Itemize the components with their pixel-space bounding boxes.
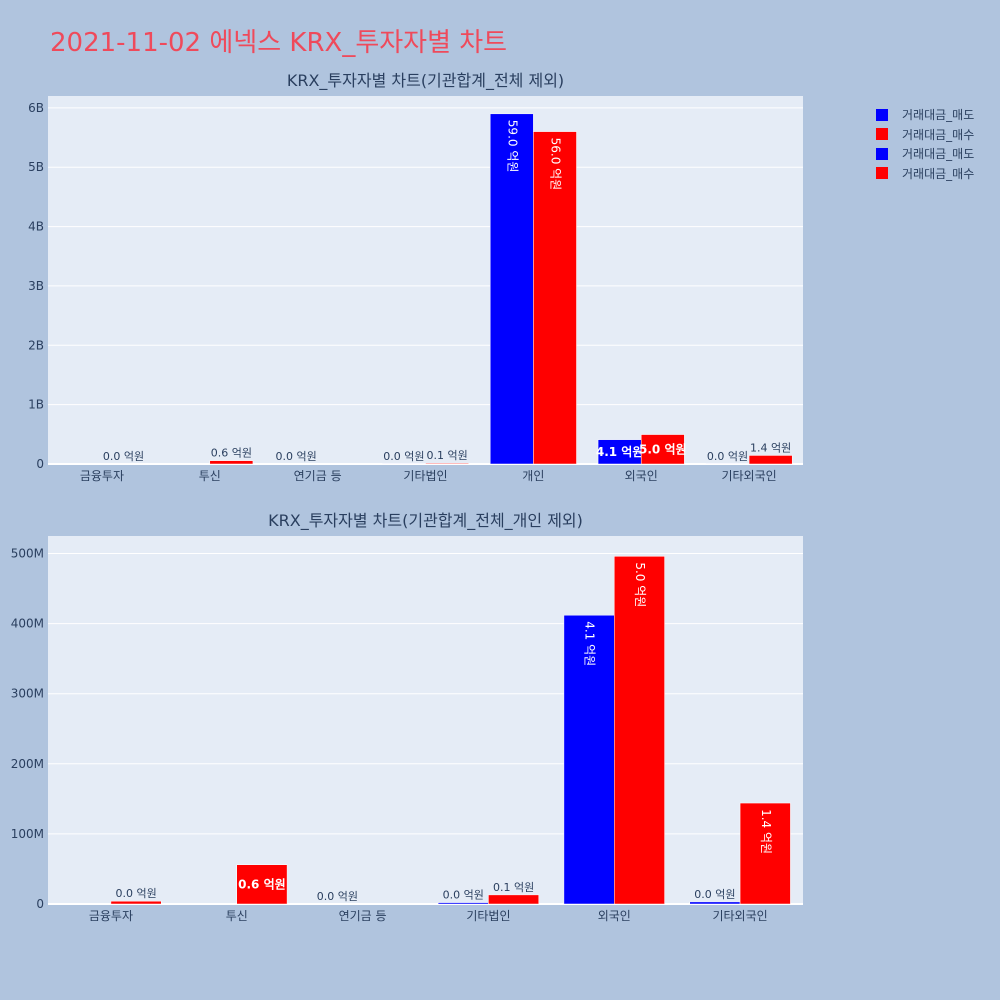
legend-swatch bbox=[876, 147, 888, 160]
bar[interactable] bbox=[533, 131, 577, 465]
legend-swatch bbox=[876, 167, 888, 180]
y-tick-label: 3B bbox=[28, 279, 44, 293]
chart-top: KRX_투자자별 차트(기관합계_전체 제외) 0 1B 2B 3B 4B 5B 6B 금융투자… bbox=[28, 71, 803, 483]
bar[interactable] bbox=[597, 439, 642, 465]
data-label: 0.0 억원 bbox=[707, 450, 748, 463]
y-tick-label: 100M bbox=[11, 827, 44, 841]
legend-label: 거래대금_매수 bbox=[902, 127, 975, 142]
y-tick-label: 0 bbox=[36, 457, 44, 471]
legend-label: 거래대금_매도 bbox=[902, 108, 975, 123]
x-tick-label: 연기금 등 bbox=[294, 469, 342, 483]
y-tick-label: 2B bbox=[28, 338, 44, 352]
bar[interactable] bbox=[110, 900, 162, 905]
chart-title: KRX_투자자별 차트(기관합계_전체_개인 제외) bbox=[268, 511, 583, 531]
x-tick-label: 투신 bbox=[226, 909, 248, 923]
y-tick-label: 5B bbox=[28, 160, 44, 174]
plot-area bbox=[48, 536, 803, 904]
data-label: 4.1 억원 bbox=[583, 621, 597, 666]
bar[interactable] bbox=[437, 902, 489, 905]
x-tick-label: 기타법인 bbox=[403, 469, 447, 483]
chart-title: KRX_투자자별 차트(기관합계_전체 제외) bbox=[287, 71, 564, 91]
bar[interactable] bbox=[739, 802, 791, 905]
bar[interactable] bbox=[614, 556, 665, 905]
data-label: 59.0 억원 bbox=[505, 120, 519, 173]
data-label: 4.1 억원 bbox=[596, 445, 644, 459]
x-tick-label: 투신 bbox=[199, 469, 221, 483]
data-label: 0.1 억원 bbox=[426, 449, 467, 462]
x-tick-label: 금융투자 bbox=[89, 909, 133, 923]
data-label: 0.1 억원 bbox=[493, 881, 534, 894]
x-tick-label: 연기금 등 bbox=[339, 909, 387, 923]
data-label: 0.0 억원 bbox=[317, 890, 358, 903]
bar[interactable] bbox=[489, 113, 534, 465]
x-tick-label: 개인 bbox=[522, 469, 544, 483]
data-label: 0.0 억원 bbox=[115, 887, 156, 900]
legend-label: 거래대금_매수 bbox=[902, 166, 975, 181]
legend-item[interactable]: 거래대금_매수 bbox=[876, 164, 974, 184]
legend-item[interactable]: 거래대금_매도 bbox=[876, 105, 974, 125]
x-tick-label: 외국인 bbox=[598, 909, 631, 923]
bar[interactable] bbox=[488, 894, 539, 905]
bar[interactable] bbox=[209, 460, 254, 465]
chart-bottom: KRX_투자자별 차트(기관합계_전체_개인 제외) 0 100M 200M 300M 4… bbox=[11, 511, 803, 923]
data-label: 56.0 억원 bbox=[548, 138, 562, 191]
y-tick-label: 200M bbox=[11, 757, 44, 771]
data-label: 0.0 억원 bbox=[694, 888, 735, 901]
bar[interactable] bbox=[640, 434, 685, 465]
bar[interactable] bbox=[425, 462, 469, 465]
y-tick-label: 4B bbox=[28, 220, 44, 234]
data-label: 0.6 억원 bbox=[211, 447, 252, 460]
legend-item[interactable]: 거래대금_매수 bbox=[876, 125, 974, 145]
bar[interactable] bbox=[689, 901, 741, 905]
data-label: 5.0 억원 bbox=[633, 562, 647, 607]
data-label: 1.4 억원 bbox=[759, 809, 773, 854]
legend-label: 거래대금_매도 bbox=[902, 147, 975, 162]
bar[interactable] bbox=[748, 455, 793, 465]
legend-item[interactable]: 거래대금_매도 bbox=[876, 144, 974, 164]
legend-swatch bbox=[876, 128, 888, 141]
data-label: 0.0 억원 bbox=[443, 889, 484, 902]
y-tick-label: 300M bbox=[11, 687, 44, 701]
bar[interactable] bbox=[563, 614, 615, 905]
x-tick-label: 금융투자 bbox=[80, 469, 124, 483]
y-tick-label: 1B bbox=[28, 398, 44, 412]
x-tick-label: 기타법인 bbox=[466, 909, 510, 923]
y-tick-label: 400M bbox=[11, 617, 44, 631]
plot-area bbox=[48, 96, 803, 464]
data-label: 0.0 억원 bbox=[275, 450, 316, 463]
data-label: 5.0 억원 bbox=[639, 442, 687, 456]
data-label: 0.0 억원 bbox=[103, 450, 144, 463]
x-tick-label: 외국인 bbox=[625, 469, 658, 483]
x-tick-label: 기타외국인 bbox=[712, 909, 767, 923]
legend: 거래대금_매도 거래대금_매수 거래대금_매도 거래대금_매수 bbox=[876, 105, 974, 183]
y-tick-label: 0 bbox=[36, 897, 44, 911]
data-label: 1.4 억원 bbox=[750, 441, 791, 454]
page-title: 2021-11-02 에넥스 KRX_투자자별 차트 bbox=[50, 28, 508, 58]
y-tick-label: 500M bbox=[11, 547, 44, 561]
legend-swatch bbox=[876, 108, 888, 121]
bar[interactable] bbox=[236, 864, 288, 905]
y-tick-label: 6B bbox=[28, 101, 44, 115]
data-label: 0.6 억원 bbox=[238, 877, 286, 891]
x-tick-label: 기타외국인 bbox=[721, 469, 776, 483]
data-label: 0.0 억원 bbox=[383, 450, 424, 463]
